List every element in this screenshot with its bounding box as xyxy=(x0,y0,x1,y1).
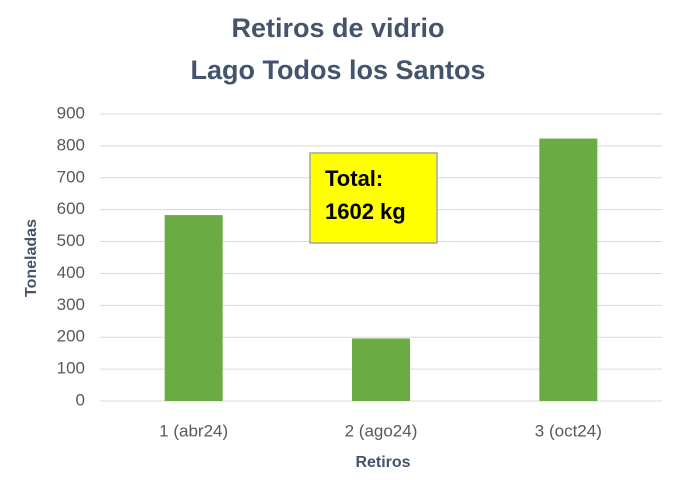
plot-area: 0 100 200 300 400 500 600 700 800 900 1 (abr24) 2 (… xyxy=(57,103,662,440)
x-tick-label: 2 (ago24) xyxy=(345,421,418,440)
annotation: 1602 kg xyxy=(325,199,406,224)
y-tick-label: 700 xyxy=(57,167,85,186)
bar xyxy=(352,338,410,401)
bar xyxy=(539,138,598,401)
y-tick-label: 200 xyxy=(57,327,85,346)
y-tick-label: 600 xyxy=(57,199,85,218)
y-tick-label: 0 xyxy=(76,390,85,409)
y-tick-label: 800 xyxy=(57,135,85,154)
annotation: Total: xyxy=(325,166,383,191)
y-tick-label: 900 xyxy=(57,103,85,122)
chart-title: Lago Todos los Santos xyxy=(190,55,485,85)
y-tick-label: 400 xyxy=(57,263,85,282)
x-tick-label: 3 (oct24) xyxy=(535,421,602,440)
y-tick-label: 500 xyxy=(57,231,85,250)
x-tick-label: 1 (abr24) xyxy=(159,421,228,440)
x-axis-label: Retiros xyxy=(355,454,410,471)
annotation-box xyxy=(309,152,438,244)
y-tick-label: 100 xyxy=(57,359,85,378)
y-axis-label: Toneladas xyxy=(23,219,40,297)
bar xyxy=(164,215,223,401)
chart-title: Retiros de vidrio xyxy=(231,13,444,43)
y-tick-label: 300 xyxy=(57,295,85,314)
